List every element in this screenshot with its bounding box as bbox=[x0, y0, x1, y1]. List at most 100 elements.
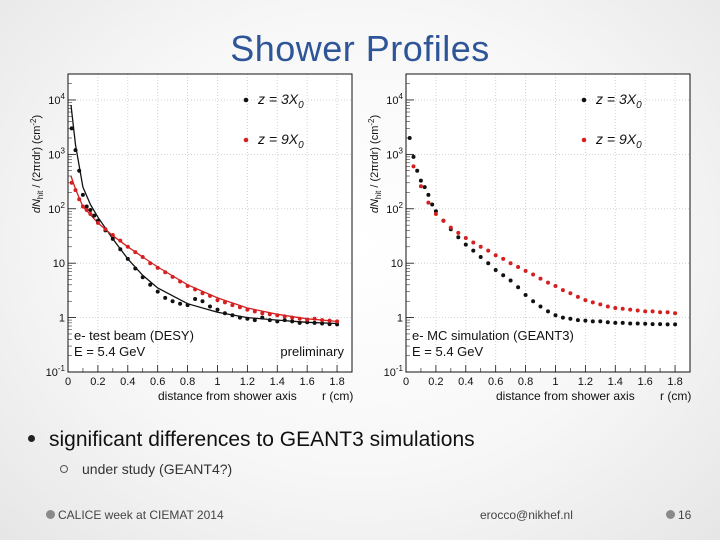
data-point bbox=[426, 200, 431, 205]
plot-data-desy: 0 0.2 0.4 0.6 0.8 1 1.2 1.4 1.6 1.8 10-1 1 10 102 103 1… bbox=[22, 66, 360, 421]
data-point bbox=[643, 309, 648, 314]
data-point bbox=[415, 168, 420, 173]
data-point bbox=[658, 322, 663, 327]
data-point bbox=[575, 318, 580, 323]
data-point bbox=[77, 168, 82, 173]
data-point bbox=[110, 233, 115, 237]
data-point bbox=[665, 322, 670, 327]
data-point bbox=[673, 311, 678, 316]
data-point bbox=[441, 218, 446, 223]
data-point bbox=[575, 294, 580, 299]
data-point bbox=[486, 261, 491, 266]
data-point bbox=[170, 274, 175, 279]
data-point bbox=[471, 240, 476, 245]
plot-data-desy-svg: 0 0.2 0.4 0.6 0.8 1 1.2 1.4 1.6 1.8 10-1 1 10 102 103 1… bbox=[29, 73, 353, 403]
data-point bbox=[433, 212, 438, 216]
data-point bbox=[635, 308, 640, 313]
data-point bbox=[418, 184, 423, 189]
data-point bbox=[215, 307, 220, 312]
x-tick-label: 1.2 bbox=[578, 376, 593, 388]
y-tick-label: 1 bbox=[397, 313, 403, 325]
y-tick-label: 1 bbox=[59, 313, 65, 325]
y-axis-label: dNhit / (2πrdr) (cm-2) bbox=[29, 115, 45, 213]
hollow-circle-icon bbox=[60, 465, 68, 474]
data-point bbox=[163, 295, 168, 300]
y-tick-label: 10 bbox=[53, 258, 65, 270]
annotation-energy: E = 5.4 GeV bbox=[74, 344, 146, 359]
data-point bbox=[163, 270, 168, 275]
data-point bbox=[110, 236, 115, 241]
data-point bbox=[84, 208, 89, 212]
x-tick-label: 1 bbox=[552, 376, 558, 388]
data-point bbox=[523, 293, 528, 297]
data-point bbox=[590, 319, 595, 324]
data-point bbox=[628, 307, 633, 312]
x-axis-unit: r (cm) bbox=[322, 389, 353, 403]
data-point bbox=[335, 322, 340, 327]
annotation-source: e- MC simulation (GEANT3) bbox=[412, 328, 574, 343]
annotation-source: e- test beam (DESY) bbox=[74, 328, 194, 343]
y-tick-label: 104 bbox=[48, 92, 65, 107]
data-point bbox=[222, 311, 227, 316]
data-point bbox=[673, 322, 678, 327]
legend-label: z = 3X0 bbox=[257, 91, 304, 111]
plot-area bbox=[406, 74, 690, 372]
data-point bbox=[583, 318, 588, 323]
data-point bbox=[312, 320, 317, 325]
data-point bbox=[531, 272, 536, 277]
data-point bbox=[208, 293, 212, 298]
footer-event: CALICE week at CIEMAT 2014 bbox=[58, 508, 224, 522]
data-point bbox=[418, 178, 423, 183]
data-point bbox=[77, 197, 82, 202]
data-point bbox=[148, 261, 153, 266]
data-point bbox=[73, 188, 78, 193]
data-point bbox=[230, 313, 235, 318]
data-point bbox=[620, 320, 625, 325]
data-point bbox=[665, 310, 670, 315]
data-point bbox=[613, 306, 618, 310]
data-point bbox=[185, 284, 190, 288]
bullet-text: significant differences to GEANT3 simula… bbox=[49, 428, 475, 451]
data-point bbox=[69, 126, 74, 131]
data-point bbox=[88, 208, 93, 212]
data-point bbox=[103, 227, 108, 232]
data-point bbox=[553, 284, 558, 288]
sub-bullet-text: under study (GEANT4?) bbox=[82, 461, 233, 477]
data-point bbox=[327, 322, 332, 327]
x-tick-label: 0.6 bbox=[150, 376, 165, 388]
data-point bbox=[92, 213, 97, 218]
footer-left: CALICE week at CIEMAT 2014 bbox=[46, 508, 224, 522]
data-point bbox=[501, 256, 506, 261]
x-tick-label: 0.4 bbox=[458, 376, 473, 388]
data-point bbox=[297, 320, 302, 325]
x-tick-label: 0.4 bbox=[120, 376, 135, 388]
data-point bbox=[320, 321, 325, 326]
footer-dot-icon bbox=[46, 510, 55, 520]
data-point bbox=[605, 320, 610, 325]
data-point bbox=[493, 253, 498, 258]
x-tick-label: 1.8 bbox=[667, 376, 682, 388]
data-point bbox=[456, 235, 461, 240]
data-point bbox=[290, 319, 295, 324]
data-point bbox=[643, 321, 648, 326]
data-point bbox=[290, 315, 295, 320]
plot-frame bbox=[67, 73, 353, 373]
data-point bbox=[516, 265, 521, 269]
data-point bbox=[133, 250, 138, 255]
fit-curve bbox=[70, 105, 338, 325]
data-point bbox=[327, 318, 332, 323]
footer-page: 16 bbox=[666, 508, 691, 522]
data-point bbox=[531, 299, 536, 304]
data-point bbox=[125, 244, 130, 249]
data-point bbox=[538, 276, 543, 281]
data-point bbox=[568, 291, 573, 296]
data-point bbox=[222, 300, 227, 305]
data-point bbox=[193, 297, 198, 301]
legend-marker bbox=[243, 97, 249, 103]
data-point bbox=[560, 315, 565, 320]
data-point bbox=[245, 307, 250, 312]
data-point bbox=[598, 302, 603, 307]
data-point bbox=[282, 314, 287, 319]
data-point bbox=[185, 303, 190, 308]
data-point bbox=[305, 317, 310, 322]
